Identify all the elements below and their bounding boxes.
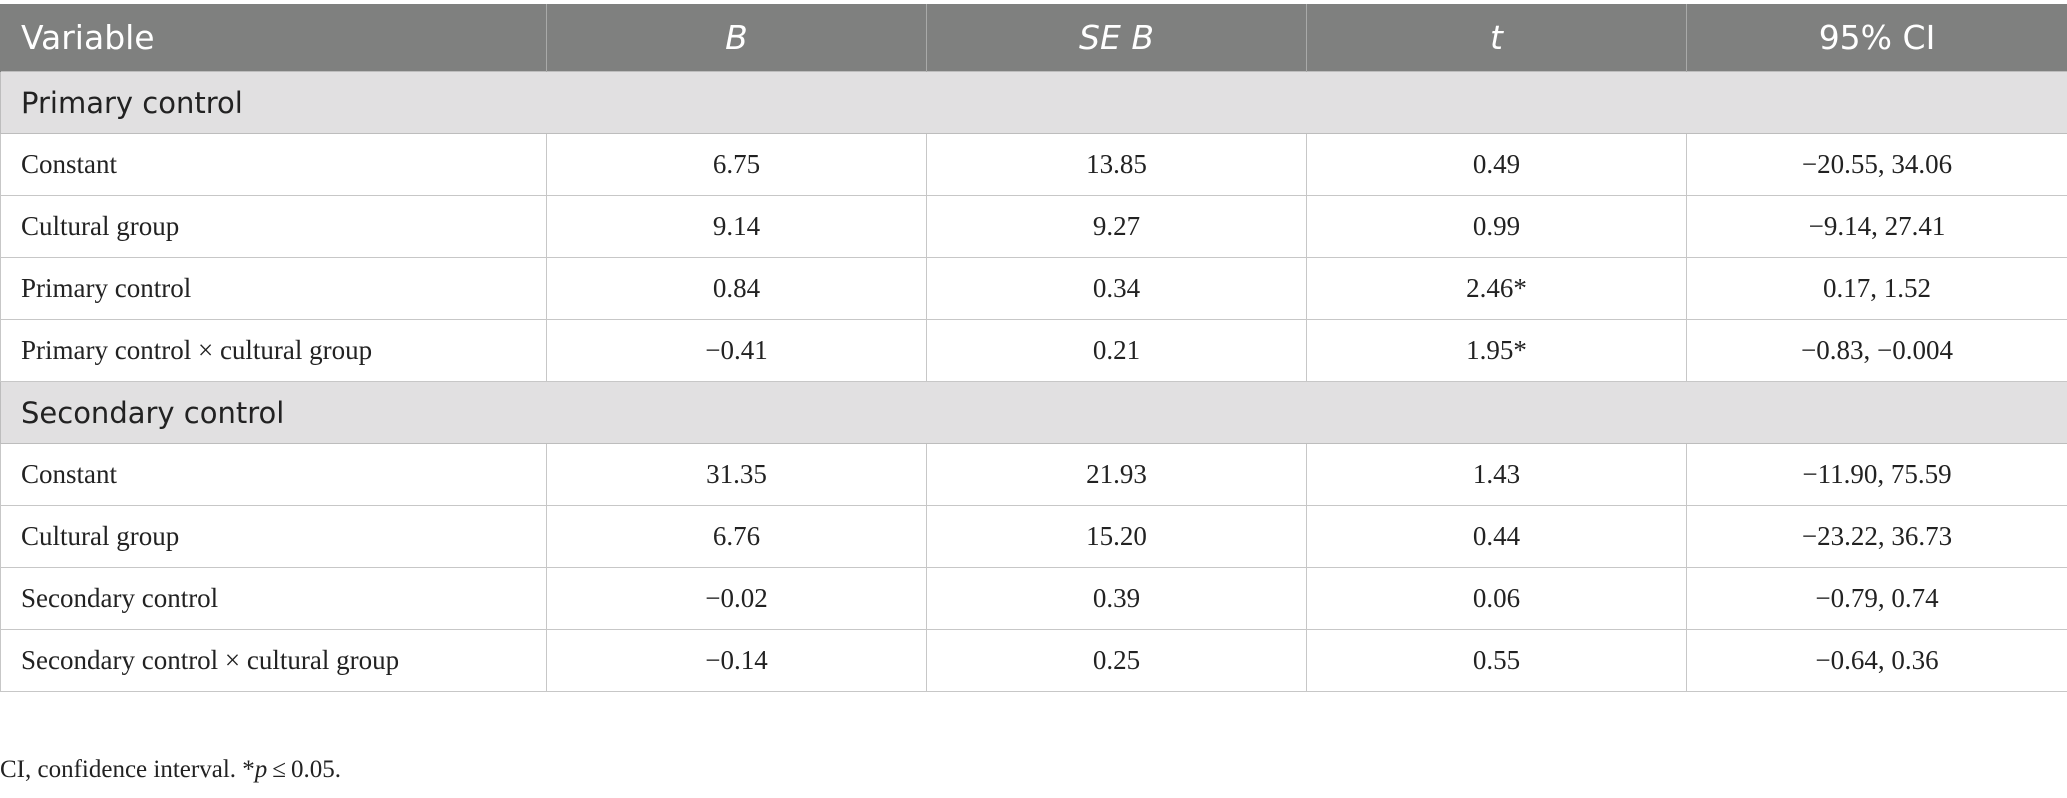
cell-b: 0.84 — [546, 257, 927, 320]
section-title: Secondary control — [0, 381, 2067, 444]
cell-t: 0.99 — [1306, 195, 1687, 258]
footnote-p-symbol: p — [254, 756, 268, 783]
table-row: Cultural group 6.76 15.20 0.44 −23.22, 3… — [0, 505, 2067, 568]
header-variable: Variable — [0, 4, 547, 72]
header-b: B — [546, 4, 927, 72]
cell-variable: Primary control × cultural group — [0, 319, 547, 382]
cell-se-b: 0.39 — [926, 567, 1307, 630]
table-body: Primary control Constant 6.75 13.85 0.49… — [0, 71, 2067, 692]
table-row: Primary control × cultural group −0.41 0… — [0, 319, 2067, 382]
cell-t: 0.55 — [1306, 629, 1687, 692]
footnote-prefix: CI, confidence interval. * — [0, 756, 255, 783]
cell-se-b: 21.93 — [926, 443, 1307, 506]
header-ci: 95% CI — [1686, 4, 2067, 72]
table-row: Secondary control × cultural group −0.14… — [0, 629, 2067, 692]
section-title: Primary control — [0, 71, 2067, 134]
cell-ci: −11.90, 75.59 — [1686, 443, 2067, 506]
cell-b: −0.14 — [546, 629, 927, 692]
cell-variable: Primary control — [0, 257, 547, 320]
cell-se-b: 0.34 — [926, 257, 1307, 320]
section-row-primary: Primary control — [0, 71, 2067, 134]
cell-ci: −0.79, 0.74 — [1686, 567, 2067, 630]
cell-ci: −0.83, −0.004 — [1686, 319, 2067, 382]
table-header: Variable B SE B t 95% CI — [0, 4, 2067, 72]
cell-se-b: 9.27 — [926, 195, 1307, 258]
table-row: Primary control 0.84 0.34 2.46* 0.17, 1.… — [0, 257, 2067, 320]
regression-table-container: Variable B SE B t 95% CI Primary control… — [0, 4, 2067, 692]
table-row: Secondary control −0.02 0.39 0.06 −0.79,… — [0, 567, 2067, 630]
cell-ci: −23.22, 36.73 — [1686, 505, 2067, 568]
cell-variable: Secondary control × cultural group — [0, 629, 547, 692]
regression-table: Variable B SE B t 95% CI Primary control… — [0, 4, 2067, 692]
cell-variable: Cultural group — [0, 505, 547, 568]
table-row: Cultural group 9.14 9.27 0.99 −9.14, 27.… — [0, 195, 2067, 258]
cell-t: 1.95* — [1306, 319, 1687, 382]
cell-t: 0.06 — [1306, 567, 1687, 630]
footnote-suffix: ≤ 0.05. — [267, 756, 341, 783]
cell-ci: −20.55, 34.06 — [1686, 133, 2067, 196]
header-se-b-label: SE B — [1079, 18, 1154, 57]
header-t: t — [1306, 4, 1687, 72]
table-row: Constant 6.75 13.85 0.49 −20.55, 34.06 — [0, 133, 2067, 196]
cell-variable: Constant — [0, 443, 547, 506]
cell-se-b: 15.20 — [926, 505, 1307, 568]
header-row: Variable B SE B t 95% CI — [0, 4, 2067, 72]
cell-variable: Cultural group — [0, 195, 547, 258]
cell-t: 2.46* — [1306, 257, 1687, 320]
cell-b: −0.02 — [546, 567, 927, 630]
table-footnote: CI, confidence interval. *p ≤ 0.05. — [0, 756, 341, 784]
cell-ci: −9.14, 27.41 — [1686, 195, 2067, 258]
cell-b: 6.75 — [546, 133, 927, 196]
cell-ci: −0.64, 0.36 — [1686, 629, 2067, 692]
cell-se-b: 0.21 — [926, 319, 1307, 382]
cell-se-b: 13.85 — [926, 133, 1307, 196]
cell-b: 9.14 — [546, 195, 927, 258]
cell-t: 0.44 — [1306, 505, 1687, 568]
cell-b: −0.41 — [546, 319, 927, 382]
cell-variable: Constant — [0, 133, 547, 196]
cell-ci: 0.17, 1.52 — [1686, 257, 2067, 320]
cell-variable: Secondary control — [0, 567, 547, 630]
cell-t: 1.43 — [1306, 443, 1687, 506]
cell-se-b: 0.25 — [926, 629, 1307, 692]
cell-t: 0.49 — [1306, 133, 1687, 196]
cell-b: 6.76 — [546, 505, 927, 568]
cell-b: 31.35 — [546, 443, 927, 506]
header-b-label: B — [725, 18, 748, 57]
header-t-label: t — [1490, 18, 1503, 57]
header-se-b: SE B — [926, 4, 1307, 72]
table-row: Constant 31.35 21.93 1.43 −11.90, 75.59 — [0, 443, 2067, 506]
section-row-secondary: Secondary control — [0, 381, 2067, 444]
